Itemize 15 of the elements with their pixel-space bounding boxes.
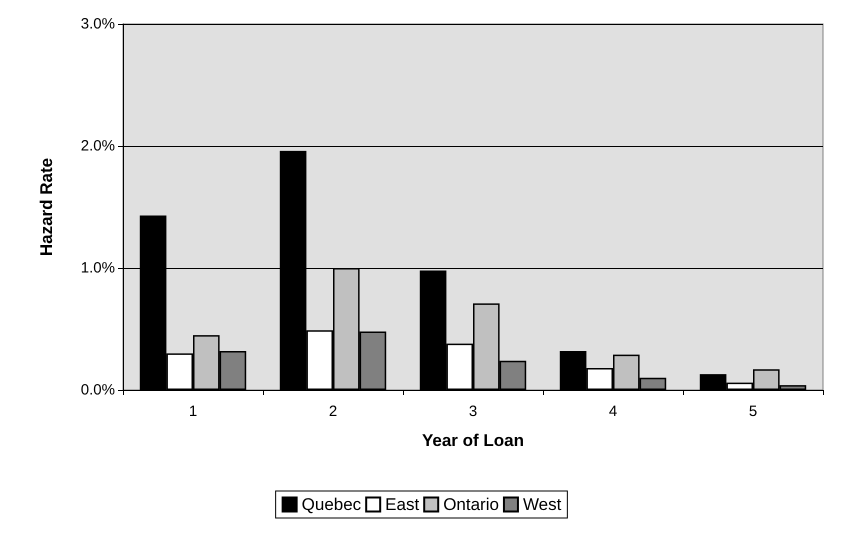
x-tick-label: 4 xyxy=(608,403,618,420)
x-tick-label: 2 xyxy=(328,403,338,420)
y-tick-label: 1.0% xyxy=(80,260,115,276)
x-axis-title: Year of Loan xyxy=(422,431,524,450)
x-tick-label: 1 xyxy=(188,403,198,420)
legend-label: Ontario xyxy=(443,495,499,514)
legend-label: East xyxy=(385,495,420,514)
x-tick-label: 5 xyxy=(748,403,758,420)
x-tick-label: 3 xyxy=(468,403,478,420)
legend-label: West xyxy=(522,495,562,514)
y-tick-label: 0.0% xyxy=(80,382,115,398)
legend-label: Quebec xyxy=(302,495,362,514)
y-tick-label: 3.0% xyxy=(80,16,115,32)
y-tick-label: 2.0% xyxy=(80,138,115,154)
y-axis-title: Hazard Rate xyxy=(37,158,56,256)
